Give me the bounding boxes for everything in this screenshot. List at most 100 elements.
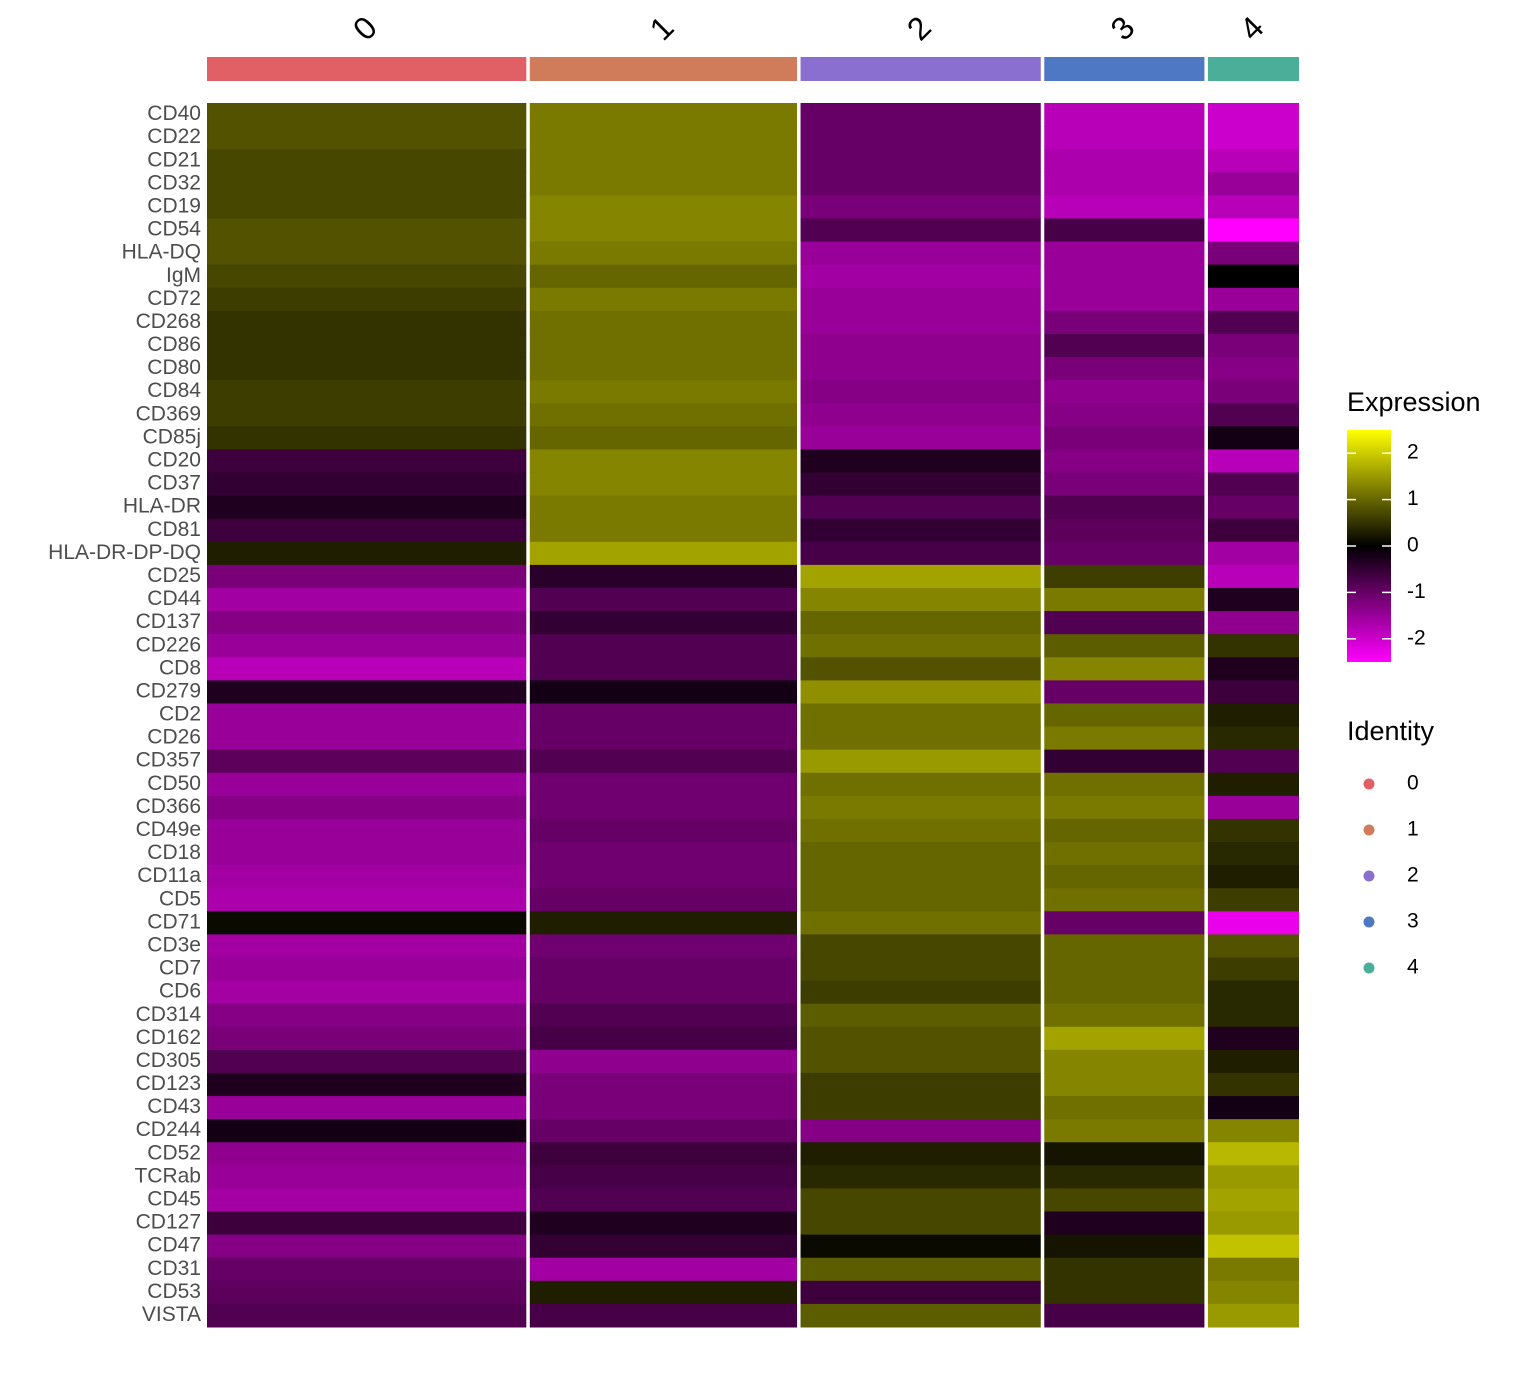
heatmap-cell bbox=[1044, 1049, 1205, 1074]
heatmap-cell bbox=[529, 1072, 798, 1097]
heatmap-cell bbox=[529, 541, 798, 566]
heatmap-cell bbox=[529, 103, 798, 127]
heatmap-cell bbox=[207, 149, 527, 173]
heatmap-cell bbox=[1207, 541, 1299, 566]
gene-label: CD54 bbox=[147, 218, 201, 241]
heatmap-cell bbox=[529, 1303, 798, 1328]
heatmap-cell bbox=[1207, 842, 1299, 866]
heatmap-cell bbox=[207, 287, 527, 312]
legend-dot bbox=[1363, 778, 1375, 790]
heatmap-cell bbox=[1207, 310, 1299, 335]
gene-label: CD22 bbox=[147, 125, 201, 148]
heatmap-cell bbox=[1044, 934, 1205, 958]
heatmap-cell bbox=[207, 842, 527, 866]
heatmap-cell bbox=[800, 1096, 1041, 1120]
gene-label: CD80 bbox=[147, 356, 201, 379]
gene-label: CD19 bbox=[147, 194, 201, 217]
heatmap-cell bbox=[1207, 1257, 1299, 1282]
heatmap-cell bbox=[1044, 680, 1205, 704]
heatmap-cell bbox=[207, 495, 527, 520]
legend-label: 3 bbox=[1407, 910, 1419, 933]
heatmap-cell bbox=[207, 772, 527, 797]
heatmap-cell bbox=[1044, 1119, 1205, 1143]
heatmap-cell bbox=[800, 472, 1041, 497]
heatmap-cell bbox=[1044, 795, 1205, 820]
heatmap-cell bbox=[1044, 103, 1205, 127]
heatmap-cell bbox=[529, 403, 798, 427]
heatmap-cell bbox=[1207, 126, 1299, 150]
heatmap-cell bbox=[1207, 1049, 1299, 1074]
heatmap-cell bbox=[1044, 772, 1205, 797]
heatmap-cell bbox=[1044, 657, 1205, 681]
heatmap-cell bbox=[1207, 1072, 1299, 1097]
heatmap-cell bbox=[800, 333, 1041, 358]
gene-label: CD226 bbox=[136, 633, 201, 656]
gene-label: CD40 bbox=[147, 102, 201, 125]
heatmap-cell bbox=[1044, 1188, 1205, 1213]
heatmap-cell bbox=[800, 1257, 1041, 1282]
heatmap-cell bbox=[1044, 1303, 1205, 1328]
heatmap-cell bbox=[1044, 541, 1205, 566]
heatmap-cell bbox=[207, 1257, 527, 1282]
heatmap-cell bbox=[207, 1049, 527, 1074]
gene-label: CD7 bbox=[159, 957, 201, 980]
heatmap-cell bbox=[1207, 818, 1299, 843]
heatmap-cell bbox=[1044, 818, 1205, 843]
cluster-bar bbox=[1044, 57, 1205, 81]
gene-label: CD53 bbox=[147, 1280, 201, 1303]
legend-dot bbox=[1363, 962, 1375, 974]
gene-label: CD50 bbox=[147, 772, 201, 795]
heatmap-cell bbox=[1044, 1234, 1205, 1259]
colorbar-tick-label: 2 bbox=[1407, 441, 1419, 464]
gene-label: IgM bbox=[166, 264, 201, 287]
heatmap-cell bbox=[207, 1303, 527, 1328]
heatmap-cell bbox=[207, 1142, 527, 1166]
heatmap-cell bbox=[207, 980, 527, 1005]
heatmap-cell bbox=[529, 564, 798, 589]
heatmap-cell bbox=[1207, 1165, 1299, 1189]
heatmap-cell bbox=[207, 795, 527, 820]
gene-label: CD81 bbox=[147, 518, 201, 541]
heatmap-cell bbox=[1044, 357, 1205, 381]
gene-label: CD32 bbox=[147, 171, 201, 194]
gene-label: CD43 bbox=[147, 1095, 201, 1118]
gene-label: CD3e bbox=[147, 933, 201, 956]
heatmap-cell bbox=[529, 726, 798, 751]
heatmap-cell bbox=[800, 749, 1041, 774]
heatmap-cell bbox=[1207, 172, 1299, 196]
heatmap-cell bbox=[1207, 888, 1299, 912]
heatmap-cell bbox=[529, 449, 798, 474]
heatmap-cell bbox=[529, 1165, 798, 1189]
heatmap-cell bbox=[1044, 1003, 1205, 1028]
gene-label: CD8 bbox=[159, 656, 201, 679]
heatmap-cell bbox=[800, 426, 1041, 450]
heatmap-cell bbox=[207, 888, 527, 912]
heatmap-cell bbox=[1044, 957, 1205, 982]
heatmap-cell bbox=[1044, 703, 1205, 728]
colorbar-tick-label: -2 bbox=[1407, 626, 1426, 649]
heatmap-cell bbox=[529, 1257, 798, 1282]
heatmap-cell bbox=[1207, 1280, 1299, 1305]
heatmap-cell bbox=[529, 911, 798, 935]
heatmap-cell bbox=[1044, 1096, 1205, 1120]
heatmap-cell bbox=[529, 195, 798, 219]
heatmap-cell bbox=[207, 1072, 527, 1097]
gene-label: CD123 bbox=[136, 1072, 201, 1095]
gene-label: TCRab bbox=[134, 1164, 201, 1187]
heatmap-cell bbox=[1207, 795, 1299, 820]
heatmap-cell bbox=[207, 957, 527, 982]
heatmap-cell bbox=[1207, 426, 1299, 450]
heatmap-cell bbox=[529, 1211, 798, 1236]
heatmap-cell bbox=[529, 703, 798, 728]
gene-label: CD31 bbox=[147, 1257, 201, 1280]
legend-label: 0 bbox=[1407, 772, 1419, 795]
heatmap-cell bbox=[207, 426, 527, 450]
heatmap-cell bbox=[207, 911, 527, 935]
heatmap-cell bbox=[207, 818, 527, 843]
heatmap-cell bbox=[207, 195, 527, 219]
gene-label: CD71 bbox=[147, 910, 201, 933]
heatmap-cell bbox=[207, 657, 527, 681]
heatmap-cell bbox=[1044, 426, 1205, 450]
heatmap-cell bbox=[529, 241, 798, 266]
heatmap-cell bbox=[207, 310, 527, 335]
